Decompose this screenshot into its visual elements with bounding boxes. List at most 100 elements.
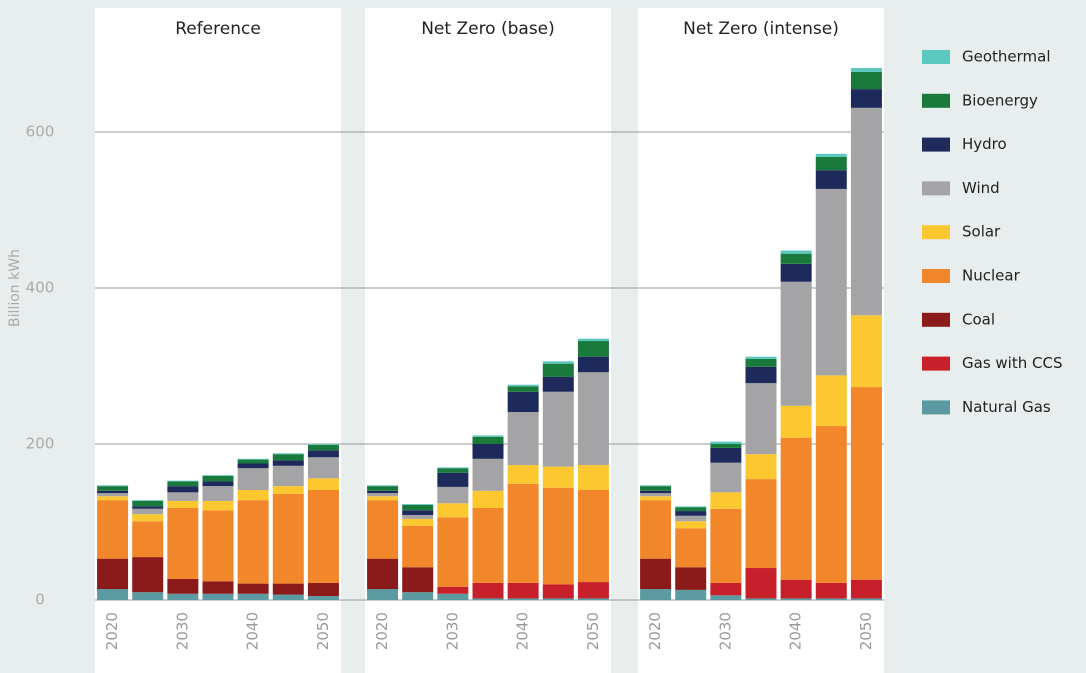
bar-segment (850, 107, 882, 316)
bar-segment (97, 493, 129, 497)
bar-segment (402, 518, 434, 526)
bar-segment (307, 457, 339, 479)
bar-segment (780, 281, 812, 406)
bar-segment (167, 500, 199, 508)
legend-label: Solar (962, 223, 1001, 241)
bar-segment (745, 479, 777, 569)
bar-segment (675, 528, 707, 568)
bar-segment (167, 492, 199, 501)
bar-segment (132, 557, 164, 593)
bar-segment (815, 188, 847, 376)
bar-segment (202, 581, 234, 594)
x-tick-label: 2030 (173, 612, 191, 650)
bar-segment (132, 500, 164, 507)
bar-segment (97, 558, 129, 590)
bar-segment (307, 490, 339, 583)
bar-segment (675, 511, 707, 516)
bar-segment (202, 593, 234, 600)
bar-segment (675, 515, 707, 522)
bar-segment (850, 387, 882, 580)
legend-swatch (922, 400, 950, 415)
bar-segment (202, 500, 234, 511)
bar-segment (202, 475, 234, 482)
bar-segment (167, 507, 199, 579)
x-tick-label: 2030 (443, 612, 461, 650)
bar-segment (202, 481, 234, 487)
bar-segment (780, 253, 812, 264)
bar-segment (710, 508, 742, 583)
bar-segment (307, 444, 339, 451)
legend-swatch (922, 137, 950, 152)
x-tick-label: 2030 (716, 612, 734, 650)
legend-label: Geothermal (962, 48, 1051, 66)
bar-segment (710, 462, 742, 493)
bar-segment (237, 583, 269, 594)
bar-segment (542, 363, 574, 377)
bar-segment (437, 468, 469, 473)
bar-segment (367, 589, 399, 600)
bar-segment (542, 487, 574, 585)
y-tick-label: 400 (26, 279, 55, 297)
bar-segment (237, 490, 269, 501)
bar-segment (472, 444, 504, 459)
bar-segment (367, 490, 399, 494)
bar-segment (237, 458, 269, 460)
bar-segment (507, 598, 539, 600)
bar-segment (850, 579, 882, 599)
bar-segment (542, 598, 574, 600)
bar-segment (640, 558, 672, 590)
bar-segment (675, 521, 707, 529)
bar-segment (507, 483, 539, 583)
bar-segment (367, 485, 399, 487)
bar-segment (745, 358, 777, 367)
bar-segment (132, 500, 164, 501)
bar-segment (507, 391, 539, 413)
bar-segment (167, 578, 199, 594)
bar-segment (815, 153, 847, 157)
bar-segment (437, 503, 469, 518)
bar-segment (780, 598, 812, 600)
bar-segment (710, 582, 742, 596)
bar-segment (577, 356, 609, 373)
bar-segment (367, 486, 399, 491)
bar-segment (640, 486, 672, 491)
bar-segment (745, 356, 777, 359)
bar-segment (167, 486, 199, 493)
bar-segment (577, 582, 609, 599)
bar-segment (272, 583, 304, 595)
bar-segment (472, 435, 504, 437)
bar-segment (710, 447, 742, 463)
bar-segment (307, 478, 339, 491)
x-tick-label: 2050 (314, 612, 332, 650)
bar-segment (850, 68, 882, 72)
x-tick-label: 2040 (244, 612, 262, 650)
y-tick-label: 200 (26, 435, 55, 453)
bar-segment (745, 366, 777, 384)
legend-swatch (922, 356, 950, 371)
bar-segment (815, 170, 847, 189)
bar-segment (640, 490, 672, 494)
bar-segment (472, 582, 504, 599)
bar-segment (675, 567, 707, 590)
bar-segment (367, 496, 399, 501)
bar-segment (237, 593, 269, 600)
x-tick-label: 2020 (103, 612, 121, 650)
x-tick-label: 2040 (787, 612, 805, 650)
bar-segment (542, 361, 574, 364)
bar-segment (437, 593, 469, 600)
bar-segment (507, 582, 539, 599)
bar-segment (272, 453, 304, 455)
bar-segment (640, 485, 672, 487)
bar-segment (97, 485, 129, 487)
bar-segment (307, 444, 339, 445)
legend-label: Bioenergy (962, 91, 1038, 109)
bar-segment (97, 486, 129, 491)
bar-segment (132, 508, 164, 515)
legend-label: Wind (962, 179, 1000, 197)
bar-segment (202, 510, 234, 582)
bar-segment (675, 589, 707, 600)
bar-segment (437, 467, 469, 469)
bar-segment (167, 480, 199, 482)
bar-segment (307, 596, 339, 600)
